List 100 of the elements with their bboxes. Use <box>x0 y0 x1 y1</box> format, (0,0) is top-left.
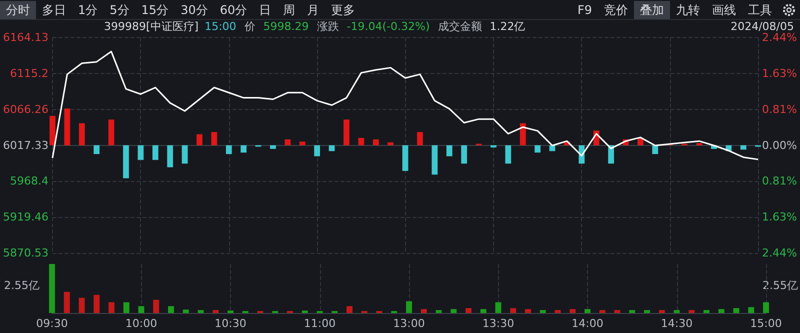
x-tick-label: 15:00 <box>750 317 782 330</box>
bar <box>608 145 614 164</box>
bar <box>240 145 247 153</box>
bar <box>123 145 129 178</box>
bar <box>599 310 606 313</box>
annotation: 2.55亿 <box>762 279 798 292</box>
bar <box>64 108 70 146</box>
text: 5998.29 <box>263 20 309 32</box>
text: 5分 <box>108 2 130 18</box>
bar <box>108 120 114 146</box>
bar <box>78 123 85 146</box>
bar <box>167 145 174 168</box>
text: 画线 <box>711 2 737 18</box>
bar <box>182 145 188 164</box>
bar <box>64 292 70 313</box>
bar <box>198 310 204 313</box>
bar <box>226 145 232 154</box>
bar <box>466 308 472 313</box>
bar <box>388 142 394 146</box>
text: 价 <box>244 18 256 34</box>
text: 60分 <box>218 2 248 18</box>
bar <box>510 308 516 313</box>
text: 2024/08/05 <box>730 20 794 32</box>
bar <box>644 310 650 313</box>
text: 1.22亿 <box>490 18 526 34</box>
bar <box>402 145 408 171</box>
y2-tick-label: 2.44% <box>762 246 798 260</box>
bar <box>94 294 100 313</box>
x-tick-label: 10:00 <box>125 317 158 330</box>
y-tick-label: 6066.26 <box>2 102 48 116</box>
chart-title: 399989[中证医疗] <box>104 18 199 34</box>
bar <box>450 309 457 313</box>
bar <box>212 310 219 313</box>
bar <box>763 302 769 313</box>
y2-tick-label: 0.81% <box>762 102 798 116</box>
y-tick-label: 5968.4 <box>10 174 48 188</box>
x-tick-label: 10:30 <box>214 317 246 330</box>
bar <box>299 142 306 146</box>
y-tick-label: 6017.33 <box>2 138 48 152</box>
bar <box>525 309 531 313</box>
bar <box>505 145 512 164</box>
text: 1分 <box>77 2 99 18</box>
bar <box>748 307 754 313</box>
text: F9 <box>576 2 593 18</box>
bar <box>182 310 189 313</box>
bar <box>432 145 438 175</box>
bar <box>520 123 526 146</box>
text: 多日 <box>41 2 67 18</box>
bar <box>417 132 423 146</box>
text: 分时 <box>0 0 36 18</box>
text: 30分 <box>180 2 209 18</box>
x-tick-label: 09:30 <box>36 317 68 330</box>
bar <box>718 309 724 313</box>
text: 涨跌 <box>316 18 339 34</box>
bar <box>196 134 202 146</box>
bar <box>658 310 665 313</box>
bar <box>446 145 452 156</box>
bar <box>346 306 352 313</box>
bar <box>740 145 746 150</box>
text: 15分 <box>140 2 170 18</box>
y-tick-label: 6164.13 <box>2 31 48 44</box>
text: 周 <box>282 2 296 18</box>
bar <box>168 306 174 313</box>
bar <box>358 138 364 146</box>
bar <box>138 306 144 313</box>
x-tick-label: 11:00 <box>304 317 336 330</box>
x-tick-label: 13:00 <box>393 317 425 330</box>
bar <box>420 309 427 313</box>
y2-tick-label: 0.81% <box>762 174 798 188</box>
bar <box>554 310 561 313</box>
text: 更多 <box>330 2 356 18</box>
bar <box>436 310 442 313</box>
text: 2.55亿 <box>4 279 40 292</box>
bar <box>480 309 486 313</box>
bar <box>704 310 710 313</box>
y-tick-label: 5919.46 <box>2 210 48 224</box>
y-tick-label: 6115.2 <box>10 66 48 80</box>
text: 叠加 <box>634 0 670 18</box>
bar <box>138 145 144 160</box>
bar <box>49 264 55 313</box>
bar <box>674 310 680 313</box>
bar <box>406 301 412 313</box>
text: 月 <box>306 2 320 18</box>
line-series <box>52 50 759 160</box>
bar <box>461 145 468 164</box>
bar <box>314 145 320 156</box>
bar <box>733 308 740 313</box>
x-tick-label: 14:30 <box>660 317 693 330</box>
text: 日 <box>258 2 272 18</box>
y2-tick-label: 1.63% <box>762 66 798 80</box>
bar <box>211 132 218 146</box>
bar <box>152 145 158 160</box>
bar <box>372 139 379 146</box>
text: -19.04(-0.32%) <box>346 20 430 32</box>
text: 九转 <box>675 2 701 18</box>
text: 竞价 <box>603 2 629 18</box>
bar <box>153 300 160 313</box>
text: 工具 <box>747 2 773 18</box>
bar <box>78 298 85 313</box>
y-tick-label: 5870.53 <box>2 246 48 260</box>
